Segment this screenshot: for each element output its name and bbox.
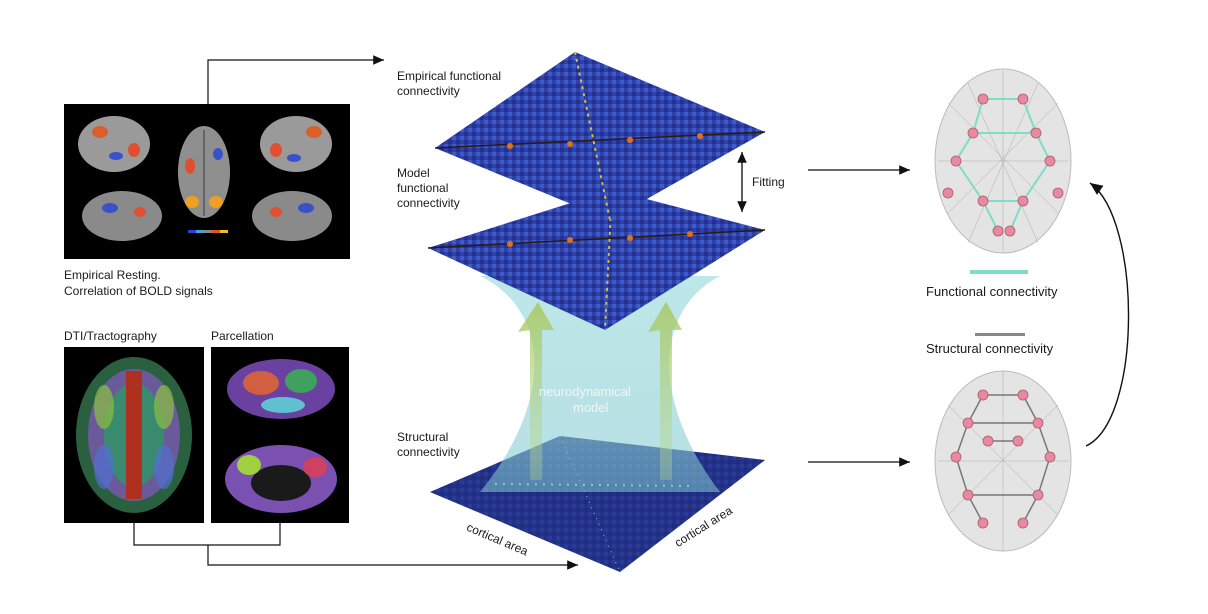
- resting-caption-line1: Empirical Resting.: [64, 268, 161, 282]
- neurodynamical-funnel: [480, 276, 720, 492]
- brain-surface-medial-right: [252, 191, 332, 241]
- structural-label-line2: connectivity: [397, 445, 460, 459]
- model-fc-label-line1: Model: [397, 166, 430, 180]
- resting-caption-line2: Correlation of BOLD signals: [64, 284, 213, 298]
- dti-label: DTI/Tractography: [64, 329, 157, 343]
- brain-surface-lateral-right: [260, 116, 332, 172]
- brain-surface-medial-left: [82, 191, 162, 241]
- model-fc-label-line2: functional: [397, 181, 449, 195]
- empirical-fc-label-line1: Empirical functional: [397, 69, 502, 83]
- structural-connectivity-label: Structural connectivity: [926, 341, 1054, 356]
- parcellation-image: [211, 347, 349, 523]
- tractography-image: [64, 347, 204, 523]
- structural-legend-swatch: [975, 333, 1025, 336]
- bold-surface-panel: [64, 104, 350, 259]
- dti-to-structural-arrow: [133, 523, 578, 570]
- functional-legend-swatch: [970, 270, 1028, 274]
- empirical-fc-label-line2: connectivity: [397, 84, 460, 98]
- model-fc-label-line3: connectivity: [397, 196, 460, 210]
- curved-feedback-arrow: [1085, 182, 1130, 447]
- colorbar: [188, 230, 228, 233]
- structural-label-line1: Structural: [397, 430, 449, 444]
- neurodynamical-label-line1: neurodynamical: [539, 384, 631, 399]
- structural-brain-network: [934, 370, 1072, 552]
- matrix-stack: [427, 51, 766, 573]
- brain-surface-lateral-left: [78, 116, 150, 172]
- neurodynamical-label-line2: model: [573, 400, 609, 415]
- functional-connectivity-label: Functional connectivity: [926, 284, 1058, 299]
- fitting-label: Fitting: [752, 175, 785, 189]
- functional-brain-network: [934, 68, 1072, 254]
- empirical-fc-matrix: [434, 51, 766, 221]
- parcellation-label: Parcellation: [211, 329, 274, 343]
- brain-surface-dorsal: [178, 126, 230, 218]
- resting-to-empirical-arrow: [207, 55, 384, 104]
